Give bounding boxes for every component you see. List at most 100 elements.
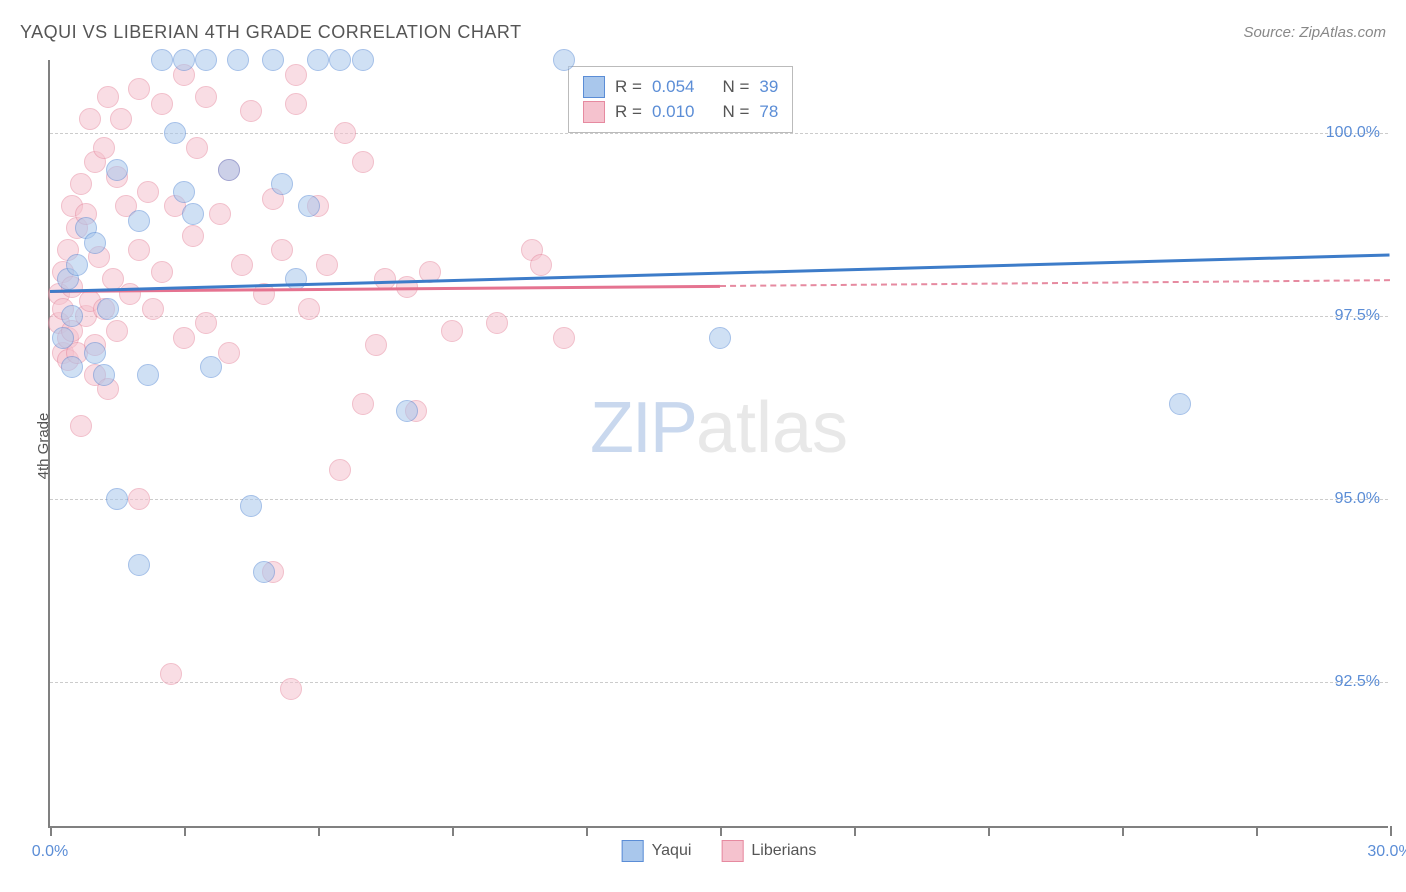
scatter-point-liberians bbox=[137, 181, 159, 203]
watermark-zip: ZIP bbox=[590, 388, 696, 468]
scatter-point-liberians bbox=[486, 312, 508, 334]
scatter-point-yaqui bbox=[182, 203, 204, 225]
y-tick-label: 100.0% bbox=[1326, 124, 1380, 142]
scatter-point-yaqui bbox=[298, 195, 320, 217]
scatter-point-liberians bbox=[530, 254, 552, 276]
x-tick bbox=[1390, 826, 1392, 836]
scatter-point-yaqui bbox=[240, 495, 262, 517]
scatter-point-yaqui bbox=[553, 49, 575, 71]
scatter-point-yaqui bbox=[151, 49, 173, 71]
scatter-point-liberians bbox=[70, 173, 92, 195]
n-label: N = bbox=[722, 77, 749, 97]
scatter-point-yaqui bbox=[128, 210, 150, 232]
swatch-liberians bbox=[721, 840, 743, 862]
x-tick-label: 0.0% bbox=[32, 843, 68, 861]
scatter-point-yaqui bbox=[1169, 393, 1191, 415]
scatter-point-yaqui bbox=[66, 254, 88, 276]
legend-label: Liberians bbox=[751, 842, 816, 860]
x-tick bbox=[318, 826, 320, 836]
scatter-point-liberians bbox=[182, 225, 204, 247]
legend-label: Yaqui bbox=[652, 842, 692, 860]
scatter-point-liberians bbox=[352, 393, 374, 415]
x-tick bbox=[854, 826, 856, 836]
scatter-point-liberians bbox=[151, 261, 173, 283]
scatter-point-yaqui bbox=[173, 49, 195, 71]
scatter-point-yaqui bbox=[61, 305, 83, 327]
scatter-point-yaqui bbox=[164, 122, 186, 144]
scatter-point-yaqui bbox=[173, 181, 195, 203]
scatter-point-yaqui bbox=[218, 159, 240, 181]
scatter-point-liberians bbox=[285, 93, 307, 115]
scatter-point-liberians bbox=[195, 86, 217, 108]
scatter-point-yaqui bbox=[271, 173, 293, 195]
scatter-point-liberians bbox=[97, 86, 119, 108]
gridline-h bbox=[50, 133, 1388, 134]
scatter-point-liberians bbox=[280, 678, 302, 700]
scatter-point-yaqui bbox=[195, 49, 217, 71]
y-tick-label: 95.0% bbox=[1335, 490, 1380, 508]
scatter-point-liberians bbox=[231, 254, 253, 276]
x-tick bbox=[586, 826, 588, 836]
y-tick-label: 92.5% bbox=[1335, 673, 1380, 691]
scatter-point-yaqui bbox=[329, 49, 351, 71]
scatter-point-liberians bbox=[70, 415, 92, 437]
x-tick bbox=[184, 826, 186, 836]
scatter-point-liberians bbox=[240, 100, 262, 122]
stats-row-liberians: R = 0.010 N = 78 bbox=[583, 101, 778, 123]
gridline-h bbox=[50, 316, 1388, 317]
n-value: 39 bbox=[759, 77, 778, 97]
scatter-point-yaqui bbox=[93, 364, 115, 386]
chart-title: YAQUI VS LIBERIAN 4TH GRADE CORRELATION … bbox=[20, 22, 522, 43]
x-tick-label: 30.0% bbox=[1367, 843, 1406, 861]
scatter-point-yaqui bbox=[61, 356, 83, 378]
scatter-point-liberians bbox=[352, 151, 374, 173]
scatter-point-yaqui bbox=[709, 327, 731, 349]
scatter-point-liberians bbox=[186, 137, 208, 159]
scatter-point-liberians bbox=[128, 239, 150, 261]
n-label: N = bbox=[722, 102, 749, 122]
scatter-point-liberians bbox=[110, 108, 132, 130]
legend-item-liberians: Liberians bbox=[721, 840, 816, 862]
scatter-point-liberians bbox=[160, 663, 182, 685]
watermark-atlas: atlas bbox=[696, 388, 848, 468]
y-tick-label: 97.5% bbox=[1335, 307, 1380, 325]
x-tick bbox=[50, 826, 52, 836]
scatter-point-yaqui bbox=[307, 49, 329, 71]
r-label: R = bbox=[615, 102, 642, 122]
scatter-point-liberians bbox=[173, 327, 195, 349]
scatter-point-yaqui bbox=[396, 400, 418, 422]
x-tick bbox=[720, 826, 722, 836]
legend-item-yaqui: Yaqui bbox=[622, 840, 692, 862]
stats-row-yaqui: R = 0.054 N = 39 bbox=[583, 76, 778, 98]
scatter-point-yaqui bbox=[253, 561, 275, 583]
scatter-point-yaqui bbox=[128, 554, 150, 576]
scatter-point-liberians bbox=[79, 108, 101, 130]
x-tick bbox=[1256, 826, 1258, 836]
scatter-point-yaqui bbox=[200, 356, 222, 378]
scatter-point-liberians bbox=[329, 459, 351, 481]
scatter-point-liberians bbox=[334, 122, 356, 144]
scatter-point-liberians bbox=[93, 137, 115, 159]
x-tick bbox=[988, 826, 990, 836]
scatter-point-yaqui bbox=[262, 49, 284, 71]
scatter-point-yaqui bbox=[84, 232, 106, 254]
scatter-point-liberians bbox=[106, 320, 128, 342]
scatter-point-liberians bbox=[128, 488, 150, 510]
scatter-point-liberians bbox=[128, 78, 150, 100]
scatter-chart: ZIPatlas R = 0.054 N = 39 R = 0.010 N = … bbox=[48, 60, 1388, 828]
r-value: 0.010 bbox=[652, 102, 695, 122]
scatter-point-yaqui bbox=[52, 327, 74, 349]
scatter-point-liberians bbox=[218, 342, 240, 364]
scatter-point-liberians bbox=[553, 327, 575, 349]
scatter-point-liberians bbox=[195, 312, 217, 334]
scatter-point-yaqui bbox=[84, 342, 106, 364]
watermark: ZIPatlas bbox=[590, 387, 848, 469]
scatter-point-liberians bbox=[271, 239, 293, 261]
scatter-point-yaqui bbox=[227, 49, 249, 71]
source-attribution: Source: ZipAtlas.com bbox=[1243, 24, 1386, 41]
scatter-point-liberians bbox=[285, 64, 307, 86]
scatter-point-liberians bbox=[441, 320, 463, 342]
swatch-yaqui bbox=[583, 76, 605, 98]
scatter-point-yaqui bbox=[137, 364, 159, 386]
chart-header: YAQUI VS LIBERIAN 4TH GRADE CORRELATION … bbox=[20, 22, 1386, 43]
